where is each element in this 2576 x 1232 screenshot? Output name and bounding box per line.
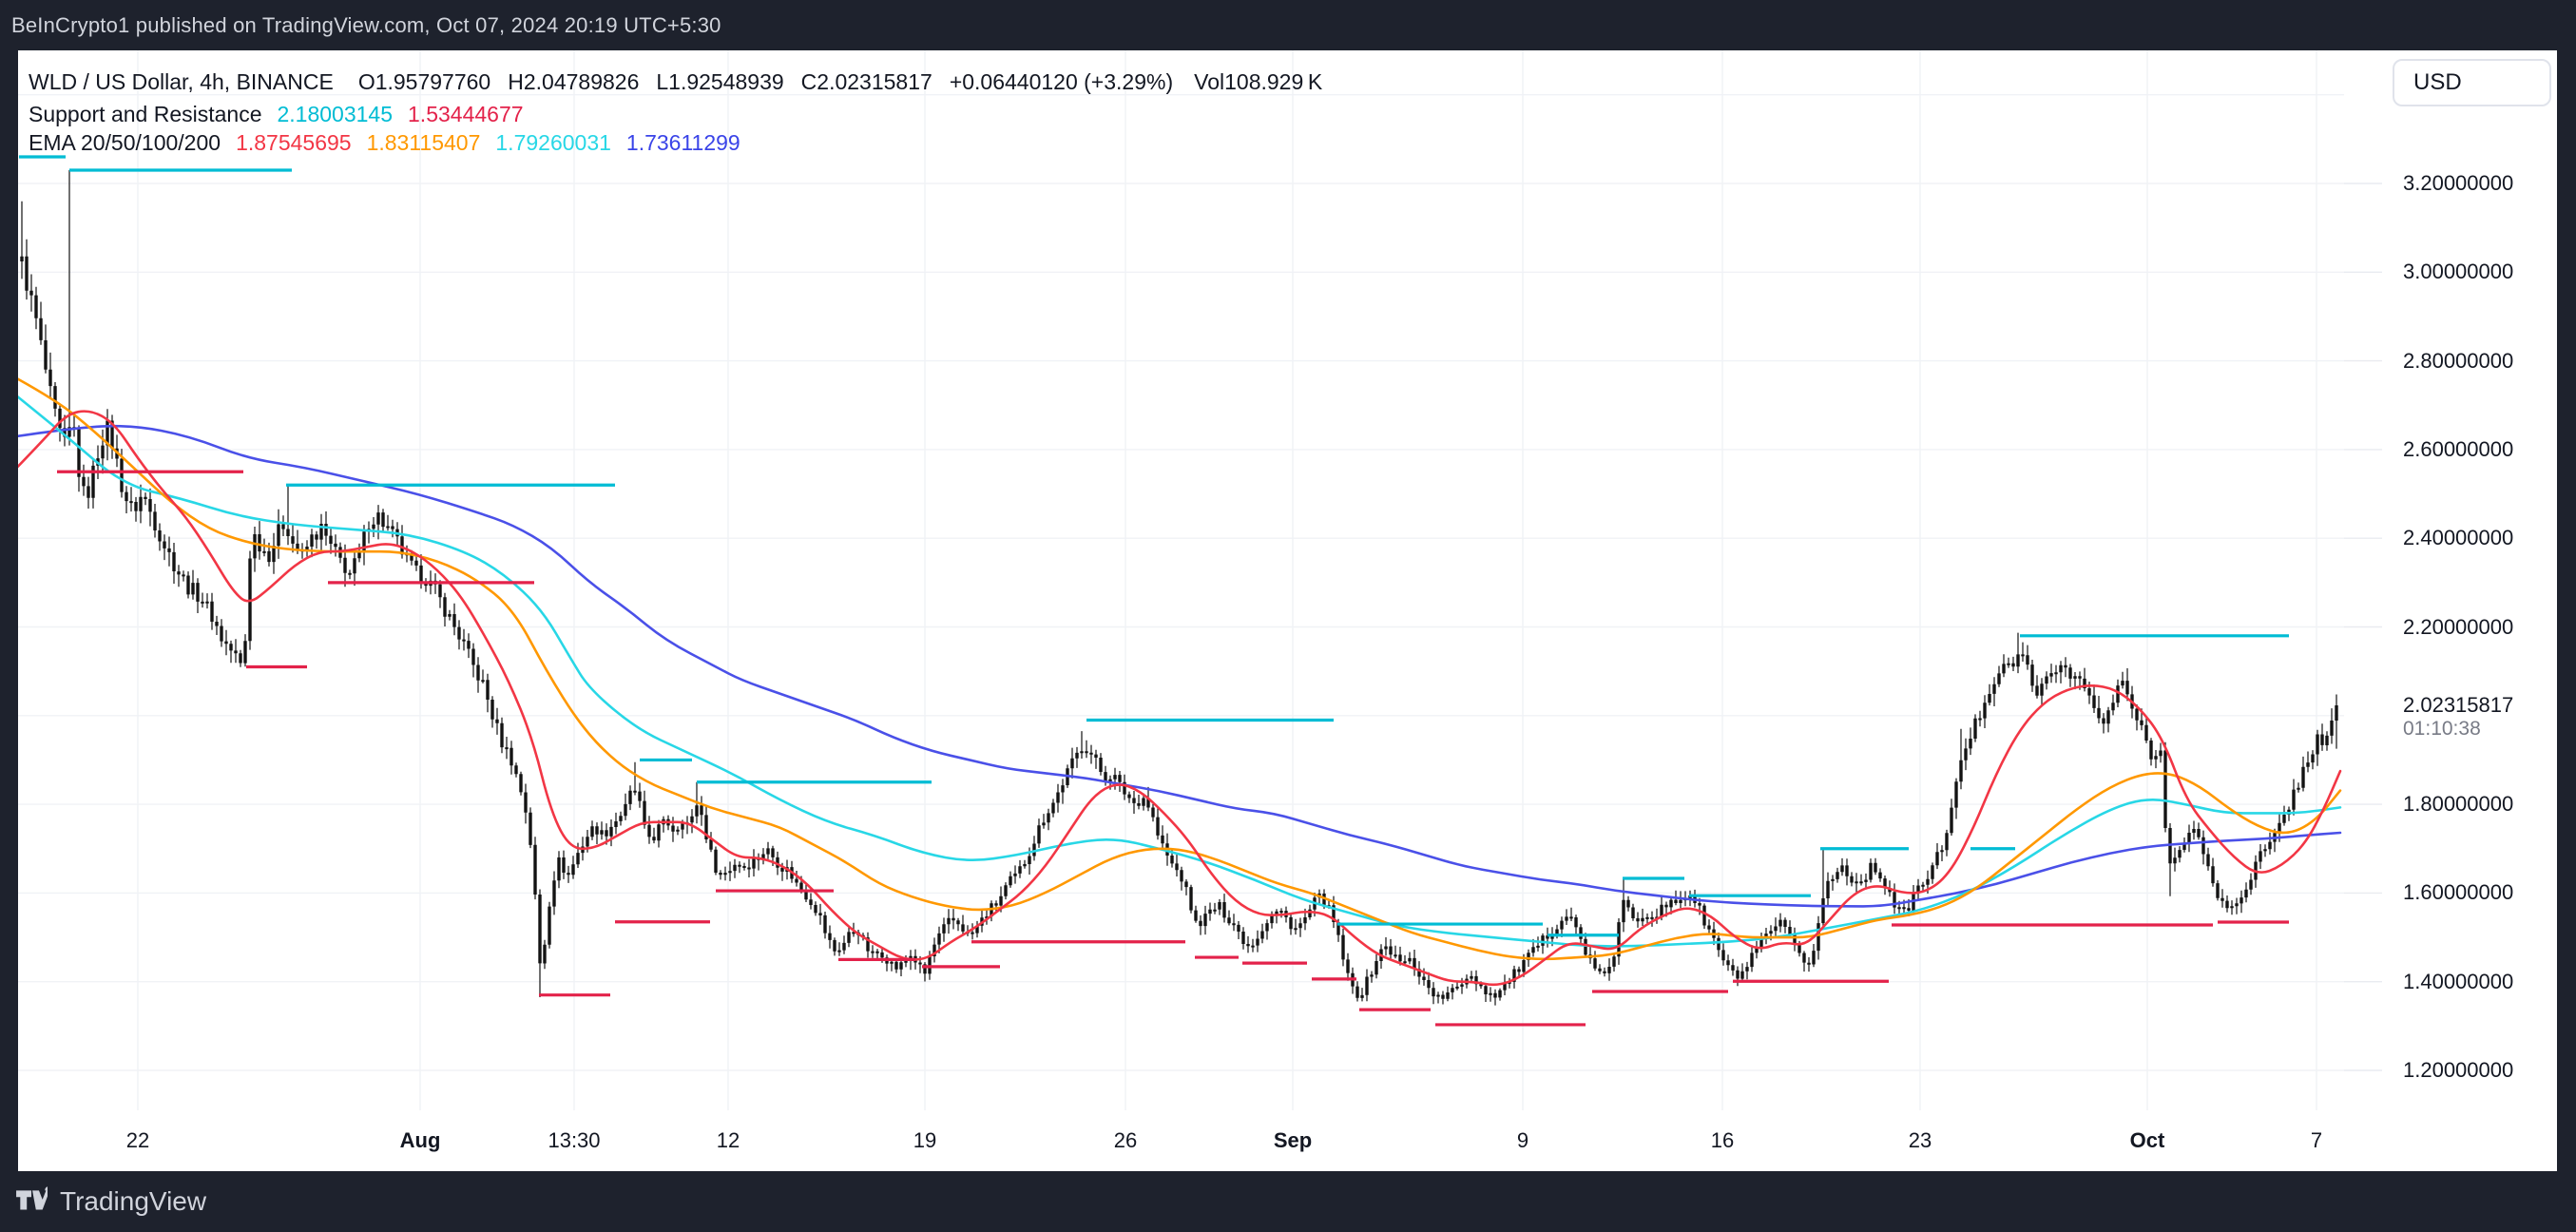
price-axis-label: 2.20000000: [2403, 614, 2514, 639]
ohlc-high: H2.04789826: [508, 69, 640, 94]
ema50-line: [15, 377, 2342, 961]
bar-change: +0.06440120 (+3.29%): [949, 69, 1174, 94]
ema200-value: 1.73611299: [625, 130, 740, 155]
left-frame-strip: [0, 50, 18, 1171]
footer-brand-text[interactable]: TradingView: [60, 1186, 207, 1216]
sr-resistance-value: 2.18003145: [277, 102, 394, 126]
ohlc-close: C2.02315817: [800, 69, 932, 94]
price-axis-label: 2.40000000: [2403, 526, 2514, 550]
time-axis-label: 23: [1908, 1128, 1932, 1152]
ohlc-low: L1.92548939: [656, 69, 784, 94]
time-axis-label: 19: [913, 1128, 937, 1152]
price-axis-label: 2.60000000: [2403, 436, 2514, 461]
price-axis-label: 3.00000000: [2403, 260, 2514, 284]
price-axis-label: 1.80000000: [2403, 792, 2514, 817]
ema100-line: [15, 395, 2342, 948]
right-frame-strip: [2557, 50, 2576, 1171]
footer-bar: TradingView: [0, 1171, 2576, 1232]
price-axis-label: 1.20000000: [2403, 1058, 2514, 1082]
sr-support-value: 1.53444677: [408, 102, 524, 126]
time-axis-label: 9: [1516, 1128, 1529, 1152]
ema20-value: 1.87545695: [236, 130, 352, 155]
time-axis-label: Oct: [2129, 1128, 2165, 1152]
price-axis-label: 2.80000000: [2403, 348, 2514, 373]
candle-bodies: [20, 256, 2338, 999]
symbol-title[interactable]: WLD / US Dollar, 4h, BINANCE: [29, 69, 334, 94]
publish-bar: BeInCrypto1 published on TradingView.com…: [0, 0, 2576, 50]
ema100-value: 1.79260031: [495, 130, 611, 155]
time-axis-label: 26: [1113, 1128, 1138, 1152]
price-axis-label: 3.20000000: [2403, 171, 2514, 195]
bar-volume: Vol108.929 K: [1194, 69, 1323, 94]
ema20-line: [15, 410, 2342, 987]
ema-indicator-title[interactable]: EMA 20/50/100/200: [29, 130, 221, 155]
time-axis-label: Sep: [1273, 1128, 1313, 1152]
ema50-value: 1.83115407: [366, 130, 481, 155]
time-axis-label: 7: [2310, 1128, 2323, 1152]
ohlc-open: O1.95797760: [357, 69, 491, 94]
time-axis-label: 12: [716, 1128, 740, 1152]
currency-toggle-button[interactable]: USD: [2393, 59, 2551, 106]
legend-symbol-row: WLD / US Dollar, 4h, BINANCE O1.95797760…: [29, 68, 1322, 95]
time-axis-label: 13:30: [548, 1128, 601, 1152]
ema200-line: [15, 424, 2342, 908]
legend-sr-row: Support and Resistance 2.18003145 1.5344…: [29, 101, 524, 127]
last-price-label: 2.02315817: [2403, 692, 2514, 717]
bar-countdown: 01:10:38: [2403, 717, 2481, 740]
tradingview-logo-icon[interactable]: [15, 1185, 48, 1218]
time-axis-label: Aug: [399, 1128, 441, 1152]
price-axis-label: 1.40000000: [2403, 969, 2514, 993]
price-axis-label: 1.60000000: [2403, 880, 2514, 905]
sr-indicator-title[interactable]: Support and Resistance: [29, 102, 262, 126]
legend-ema-row: EMA 20/50/100/200 1.87545695 1.83115407 …: [29, 129, 740, 156]
time-axis-label: 16: [1710, 1128, 1735, 1152]
time-axis-label: 22: [125, 1128, 150, 1152]
publish-bar-text: BeInCrypto1 published on TradingView.com…: [11, 12, 721, 37]
